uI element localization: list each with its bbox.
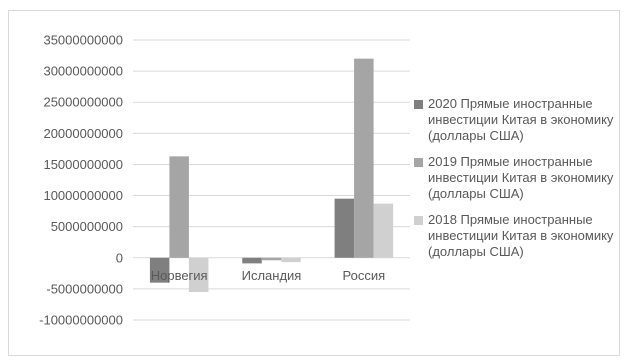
y-tick-label: 10000000000: [43, 188, 123, 203]
bar-Норвегия-2019: [169, 156, 189, 258]
category-label: Россия: [343, 268, 386, 283]
y-axis-ticks: 35000000000 30000000000 25000000000 2000000…: [39, 33, 123, 328]
bar-Россия-2020: [334, 198, 355, 258]
category-label: Норвегия: [151, 268, 208, 283]
legend-item-2020: 2020 Прямые иностранные инвестиции Китая…: [414, 96, 619, 144]
bars: [149, 58, 394, 292]
legend-swatch-2018: [414, 216, 423, 225]
chart-frame: [8, 10, 620, 356]
legend-item-2019: 2019 Прямые иностранные инвестиции Китая…: [414, 154, 619, 202]
category-label: Исландия: [242, 268, 302, 283]
bar-Россия-2019: [354, 58, 374, 258]
legend: 2020 Прямые иностранные инвестиции Китая…: [414, 96, 619, 270]
legend-swatch-2019: [414, 158, 423, 167]
bar-Норвегия-2018: [188, 257, 209, 292]
y-tick-label: 20000000000: [43, 126, 123, 141]
y-tick-label: -10000000000: [39, 313, 123, 328]
legend-label-2018: 2018 Прямые иностранные инвестиции Китая…: [428, 212, 614, 259]
y-tick-label: 35000000000: [43, 33, 123, 48]
category-labels: Норвегия Исландия Россия: [151, 268, 385, 283]
y-tick-label: 5000000000: [51, 219, 123, 234]
bar-Исландия-2018: [281, 257, 301, 263]
bar-Исландия-2020: [242, 257, 262, 264]
bar-Норвегия-2020: [149, 257, 170, 283]
y-tick-label: -5000000000: [46, 281, 123, 296]
y-tick-label: 0: [116, 250, 123, 265]
legend-item-2018: 2018 Прямые иностранные инвестиции Китая…: [414, 212, 619, 260]
bar-Исландия-2019: [261, 257, 282, 261]
y-tick-label: 25000000000: [43, 95, 123, 110]
legend-label-2020: 2020 Прямые иностранные инвестиции Китая…: [428, 96, 614, 143]
bar-Россия-2018: [373, 203, 394, 258]
legend-label-2019: 2019 Прямые иностранные инвестиции Китая…: [428, 154, 614, 201]
y-tick-label: 30000000000: [43, 64, 123, 79]
y-tick-label: 15000000000: [43, 157, 123, 172]
legend-swatch-2020: [414, 100, 423, 109]
